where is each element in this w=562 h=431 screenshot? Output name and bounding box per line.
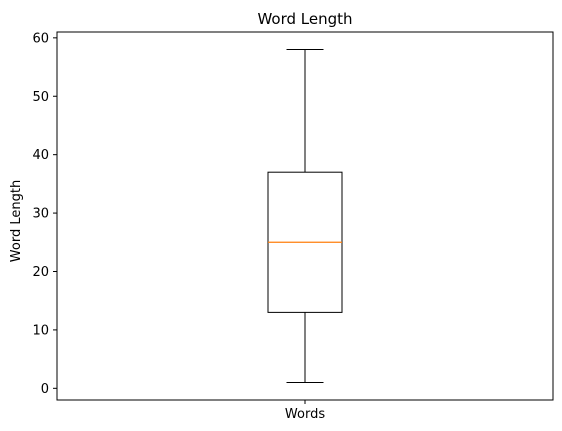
- y-tick-label: 20: [32, 265, 49, 280]
- y-tick-label: 0: [41, 382, 49, 397]
- y-tick-label: 50: [32, 90, 49, 105]
- boxes-group: [267, 49, 343, 383]
- x-tick-label: Words: [285, 407, 325, 422]
- y-tick-label: 40: [32, 148, 49, 163]
- y-axis-label: Word Length: [9, 180, 24, 262]
- x-axis-ticks: Words: [285, 400, 325, 422]
- chart-title: Word Length: [257, 10, 352, 28]
- y-tick-label: 10: [32, 323, 49, 338]
- y-tick-label: 60: [32, 31, 49, 46]
- y-axis-ticks: 0 10 20 30 40 50 60: [32, 31, 57, 397]
- y-tick-label: 30: [32, 207, 49, 222]
- plot-frame: [56, 31, 554, 401]
